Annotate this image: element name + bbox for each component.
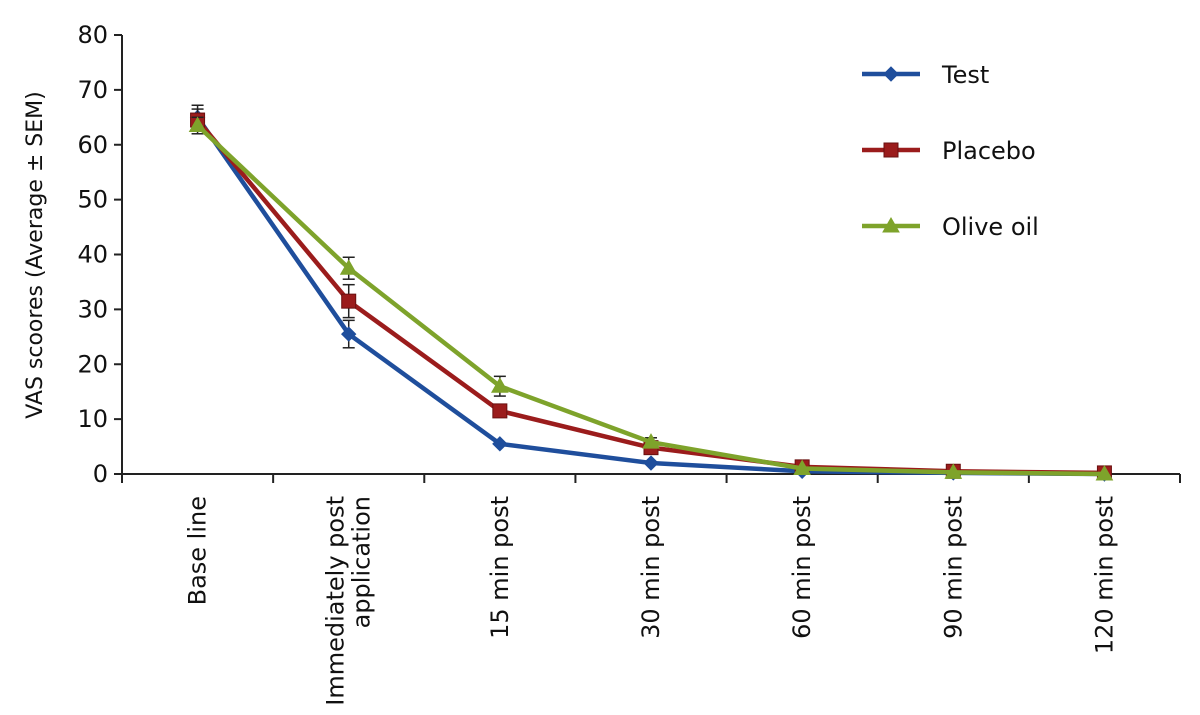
y-tick-label: 70 [77,76,108,104]
y-tick-label: 80 [77,21,108,49]
y-tick-label: 10 [77,405,108,433]
plot-area [188,104,1114,482]
x-ticks: Base line Immediately postapplication 15 m… [121,474,1181,706]
y-tick-label: 0 [93,460,108,488]
data-point [944,463,963,479]
data-point [642,433,660,449]
axes [121,35,1180,475]
legend: Test Placebo Olive oil [862,61,1039,241]
legend-marker [883,142,899,158]
legend-item: Placebo [862,137,1036,165]
legend-label: Placebo [942,137,1036,165]
data-point [492,436,508,452]
x-tick-label: 60 min post [788,496,816,639]
x-tick-label: Base line [184,496,212,605]
y-tick-label: 20 [77,350,108,378]
y-tick-label: 50 [77,186,108,214]
x-tick-label-line: 90 min post [939,496,967,639]
x-tick-label: Immediately postapplication [322,496,376,706]
legend-item: Olive oil [862,213,1039,241]
data-point [492,403,508,419]
x-tick-label-line: 15 min post [486,496,514,639]
x-tick-label-line: Immediately post [322,496,350,706]
series-line [195,118,1105,476]
x-tick-label: 15 min post [486,496,514,639]
legend-item: Test [862,61,989,89]
legend-marker [883,66,899,82]
data-point [341,326,357,342]
x-tick-label: 120 min post [1090,496,1118,654]
y-ticks: 0 10 20 30 40 50 60 70 80 [77,21,122,488]
y-tick-label: 60 [77,131,108,159]
x-tick-label-line: 60 min post [788,496,816,639]
legend-label: Olive oil [942,213,1039,241]
data-point [339,259,358,275]
data-point [490,377,509,393]
x-tick-label: 90 min post [939,496,967,639]
data-point [188,116,207,133]
y-axis-title: VAS scoores (Average ± SEM) [23,91,48,418]
data-point [341,293,357,309]
x-tick-label-line: 120 min post [1090,496,1118,654]
legend-label: Test [941,61,989,89]
y-tick-label: 40 [77,241,108,269]
x-tick-label-line: 30 min post [637,496,665,639]
legend-marker [882,216,900,233]
series-line [196,123,1105,477]
data-point [643,455,659,471]
y-tick-label: 30 [77,295,108,323]
data-point [793,459,812,476]
data-point [1095,464,1114,481]
x-tick-label: 30 min post [637,496,665,639]
x-tick-label-line: application [348,496,376,628]
series-olive-oil [188,116,1114,481]
x-tick-label-line: Base line [184,496,212,605]
series-line [195,116,1105,477]
